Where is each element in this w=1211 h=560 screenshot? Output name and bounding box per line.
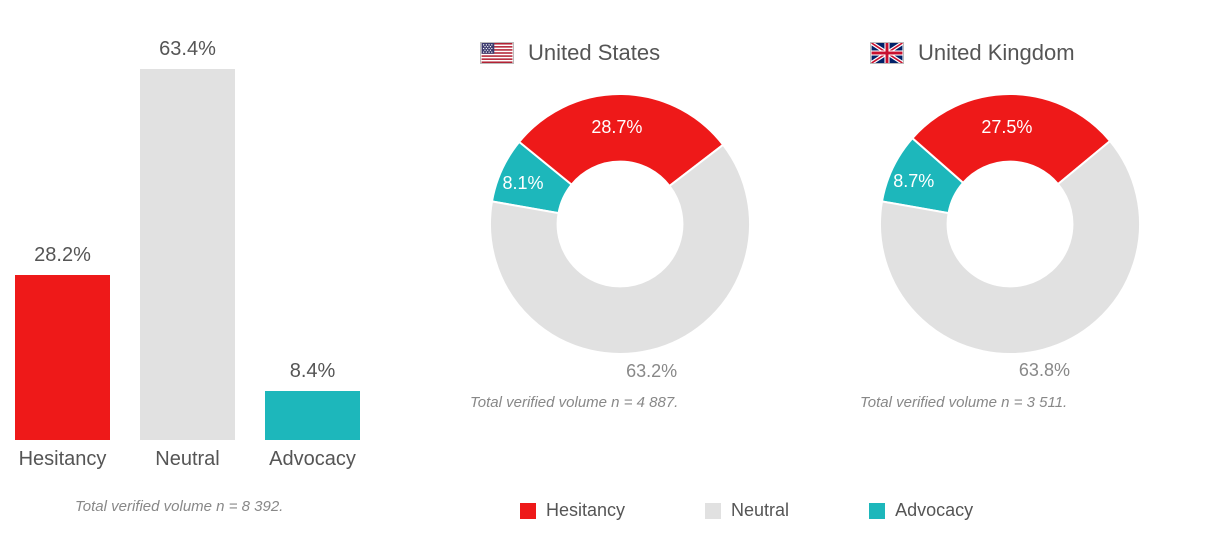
bar-plot-area: 28.2% 63.4% 8.4% [0, 10, 380, 440]
bar-value-label: 28.2% [3, 244, 123, 267]
donut-chart-uk: 8.7%27.5%63.8% [870, 84, 1150, 364]
bar-chart: 28.2%63.4%8.4% HesitancyNeutralAdvocacy … [0, 0, 380, 560]
legend-label: Neutral [731, 500, 789, 521]
legend-item-advocacy: Advocacy [869, 500, 973, 521]
legend-item-hesitancy: Hesitancy [520, 500, 625, 521]
bar-category-row: HesitancyNeutralAdvocacy [0, 448, 380, 476]
legend-label: Hesitancy [546, 500, 625, 521]
donut-panel-uk: United Kingdom 8.7% 27.5% 63.8% Total veri… [860, 40, 1200, 411]
legend: Hesitancy Neutral Advocacy [520, 500, 973, 521]
donut-slice-label: 28.7% [591, 117, 642, 138]
bar-hesitancy [15, 275, 110, 440]
donut-slice-label: 27.5% [981, 117, 1032, 138]
bar-category-label: Neutral [128, 448, 248, 471]
donut-slice-label: 63.2% [626, 361, 677, 382]
bar-value-label: 8.4% [253, 360, 373, 383]
legend-swatch [869, 503, 885, 519]
donut-title-uk: United Kingdom [918, 40, 1075, 66]
us-flag-icon [480, 42, 514, 64]
uk-flag-icon [870, 42, 904, 64]
legend-swatch [520, 503, 536, 519]
bar-value-label: 63.4% [128, 38, 248, 61]
bar-footnote: Total verified volume n = 8 392. [75, 498, 283, 515]
legend-swatch [705, 503, 721, 519]
legend-item-neutral: Neutral [705, 500, 789, 521]
bar-category-label: Hesitancy [3, 448, 123, 471]
donut-chart-us: 8.1%28.7%63.2% [480, 84, 760, 364]
donut-slice-label: 8.7% [893, 171, 934, 192]
donut-slice-label: 8.1% [503, 173, 544, 194]
donut-footnote-uk: Total verified volume n = 3 511. [860, 394, 1200, 411]
donut-slice-label: 63.8% [1019, 360, 1070, 381]
donut-panel-us: United States 8.1% 28.7% 63.2% Total verif… [470, 40, 810, 411]
bar-neutral [140, 69, 235, 440]
donut-title-us: United States [528, 40, 660, 66]
donut-header-us: United States [480, 40, 810, 66]
donut-header-uk: United Kingdom [870, 40, 1200, 66]
bar-category-label: Advocacy [253, 448, 373, 471]
legend-label: Advocacy [895, 500, 973, 521]
donut-footnote-us: Total verified volume n = 4 887. [470, 394, 810, 411]
bar-advocacy [265, 391, 360, 440]
